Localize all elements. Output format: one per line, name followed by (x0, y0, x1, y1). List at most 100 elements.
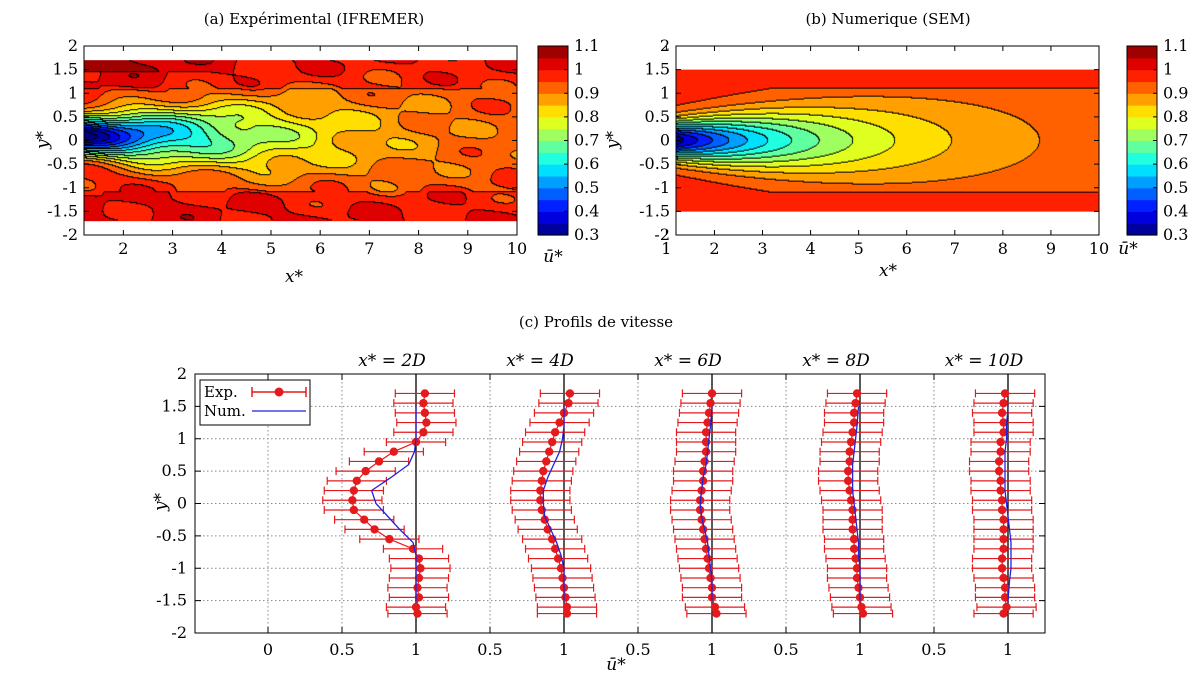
x-tick-label: 0.5 (921, 640, 946, 659)
x-tick-label: 0 (263, 640, 273, 659)
y-tick-label: 0.5 (645, 107, 670, 126)
colorbar-band (1127, 223, 1157, 236)
colorbar-tick-label: 1 (574, 60, 584, 79)
x-tick-label: 0.5 (625, 640, 650, 659)
contour-map-experimental (84, 60, 517, 222)
y-tick-label: 0.5 (53, 107, 78, 126)
num-line (542, 406, 565, 601)
y-tick-label: -0.5 (639, 154, 670, 173)
y-tick-label: 2 (177, 364, 187, 383)
panel-c-ylabel: y* (151, 492, 171, 512)
colorbar-band (1127, 164, 1157, 177)
colorbar-tick-label: 0.3 (1163, 225, 1188, 244)
y-tick-label: 1 (660, 83, 670, 102)
colorbar-band (1127, 46, 1157, 59)
contour-panel-numerical: (b) Numerique (SEM) 2 1.5 1 0.5 0 -0.5 -1 -1.5 -… (603, 10, 1188, 281)
x-tick-label: 0.5 (477, 640, 502, 659)
colorbar-band (538, 211, 568, 224)
exp-line (847, 393, 864, 614)
exp-line (351, 393, 428, 614)
y-tick-label: -1 (171, 558, 187, 577)
contour-map-numerical (676, 69, 1099, 212)
profile-1: x* = 2D (322, 351, 457, 618)
colorbar-tick-label: 0.7 (574, 131, 599, 150)
panel-b-xlabel: x* (879, 261, 898, 281)
profiles-panel: (c) Profils de vitesse 2 1.5 1 0.5 0 -0.5 -1 -1… (151, 313, 1046, 675)
panel-a-colorbar: 1.1 1 0.9 0.8 0.7 0.6 0.5 0.4 0.3 (537, 36, 599, 244)
profile-3: x* = 6D (654, 351, 747, 618)
profile-label: x* = 8D (802, 351, 870, 371)
num-line (1004, 406, 1012, 601)
x-tick-label: 1 (559, 640, 569, 659)
y-tick-label: -2 (654, 225, 670, 244)
y-tick-label: -1.5 (47, 201, 78, 220)
num-line (851, 406, 861, 601)
x-tick-label: 5 (266, 239, 276, 258)
legend-num-label: Num. (204, 402, 246, 420)
panel-b-colorbar: 1.1 1 0.9 0.8 0.7 0.6 0.5 0.4 0.3 (1126, 36, 1188, 244)
colorbar-tick-label: 0.4 (574, 201, 599, 220)
y-tick-label: 0 (660, 131, 670, 150)
colorbar-band (1127, 105, 1157, 118)
panel-b-axes: 21.510.50-0.5-1-1.5-21 2 3 4 5 6 7 8 9 10 (639, 36, 1109, 258)
colorbar-tick-label: 0.3 (574, 225, 599, 244)
profile-label: x* = 6D (654, 351, 722, 371)
y-tick-label: -1.5 (639, 201, 670, 220)
panel-b-colorbar-label: ū* (1118, 239, 1138, 259)
exp-line (998, 393, 1008, 614)
colorbar-band (538, 187, 568, 201)
x-tick-label: 1 (855, 640, 865, 659)
y-tick-label: -0.5 (47, 154, 78, 173)
colorbar-band (1127, 69, 1157, 83)
x-tick-label: 0.5 (329, 640, 354, 659)
x-tick-label: 1 (707, 640, 717, 659)
x-tick-label: 3 (757, 239, 767, 258)
x-tick-label: 6 (315, 239, 325, 258)
colorbar-band (1127, 93, 1157, 106)
colorbar-tick-label: 0.5 (574, 178, 599, 197)
colorbar-band (1127, 116, 1157, 130)
panel-a-axes: 2 1.5 1 0.5 0 -0.5 -1 -1.5 -2 2 3 4 5 6 7 8 9 10 (47, 36, 527, 258)
plot-frame (194, 373, 1046, 634)
colorbar-tick-label: 0.8 (574, 107, 599, 126)
colorbar-tick-label: 0.9 (574, 83, 599, 102)
x-tick-label: 1 (411, 640, 421, 659)
colorbar-band (538, 175, 568, 189)
legend-exp-label: Exp. (204, 383, 238, 401)
profile-label: x* = 10D (945, 351, 1024, 371)
profile-2: x* = 4D (506, 351, 601, 618)
panel-a-title: (a) Expérimental (IFREMER) (204, 10, 424, 28)
panel-a-xlabel: x* (285, 267, 304, 287)
colorbar-tick-label: 0.6 (1163, 154, 1188, 173)
y-tick-label: -2 (62, 225, 78, 244)
x-tick-label: 10 (507, 239, 527, 258)
panel-b-ylabel: y* (603, 130, 623, 150)
x-tick-label: 10 (1089, 239, 1109, 258)
colorbar-tick-label: 0.7 (1163, 131, 1188, 150)
x-tick-label: 9 (463, 239, 473, 258)
exp-line (539, 393, 571, 614)
y-tick-label: -1 (654, 178, 670, 197)
x-tick-label: 0.5 (773, 640, 798, 659)
colorbar-tick-label: 0.4 (1163, 201, 1188, 220)
contour-panel-experimental: (a) Expérimental (IFREMER) 2 1.5 1 0.5 0 -0.5… (33, 10, 599, 287)
colorbar-band (1127, 152, 1157, 165)
colorbar-tick-label: 0.9 (1163, 83, 1188, 102)
x-tick-label: 7 (950, 239, 960, 258)
x-tick-label: 7 (364, 239, 374, 258)
y-tick-label: 1.5 (53, 60, 78, 79)
y-tick-label: 1 (68, 83, 78, 102)
y-tick-label: 1.5 (162, 396, 187, 415)
colorbar-band (1127, 199, 1157, 212)
x-tick-label: 2 (118, 239, 128, 258)
x-tick-label: 2 (709, 239, 719, 258)
panel-c-legend: Exp. Num. (199, 379, 311, 426)
colorbar-tick-label: 1 (1163, 60, 1173, 79)
x-tick-label: 5 (854, 239, 864, 258)
colorbar-tick-label: 1.1 (574, 36, 599, 55)
y-tick-label: 1.5 (645, 60, 670, 79)
colorbar-band (538, 57, 568, 71)
colorbar-band (538, 69, 568, 83)
colorbar-band (1127, 140, 1157, 153)
